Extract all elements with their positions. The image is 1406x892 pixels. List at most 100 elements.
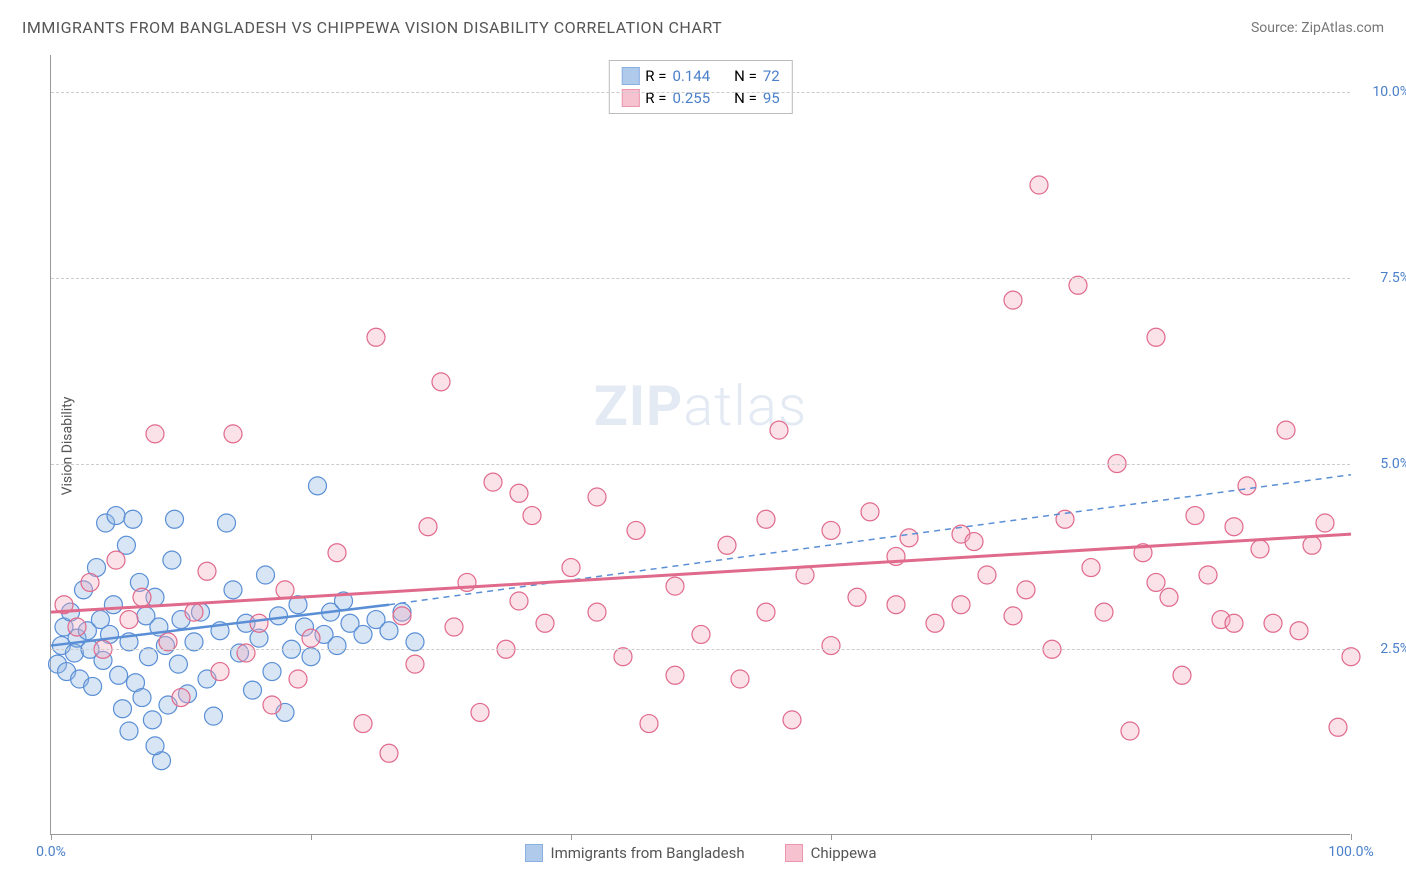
scatter-point	[328, 637, 346, 655]
scatter-point	[107, 551, 125, 569]
scatter-point	[406, 655, 424, 673]
scatter-point	[1095, 603, 1113, 621]
x-tick-mark	[571, 834, 572, 840]
scatter-point	[1173, 666, 1191, 684]
scatter-point	[84, 677, 102, 695]
scatter-point	[110, 666, 128, 684]
chart-header: IMMIGRANTS FROM BANGLADESH VS CHIPPEWA V…	[22, 18, 1384, 37]
scatter-point	[224, 425, 242, 443]
x-tick-label: 100.0%	[1328, 844, 1373, 860]
scatter-point	[218, 514, 236, 532]
scatter-point	[68, 618, 86, 636]
scatter-point	[309, 477, 327, 495]
gridline	[51, 464, 1350, 465]
scatter-point	[172, 689, 190, 707]
scatter-point	[289, 670, 307, 688]
scatter-point	[1238, 477, 1256, 495]
legend-label: Immigrants from Bangladesh	[551, 844, 745, 862]
legend-item: Chippewa	[785, 844, 877, 862]
legend-item: Immigrants from Bangladesh	[525, 844, 745, 862]
scatter-point	[224, 581, 242, 599]
scatter-point	[445, 618, 463, 636]
scatter-point	[114, 700, 132, 718]
scatter-point	[822, 637, 840, 655]
scatter-point	[887, 596, 905, 614]
scatter-point	[666, 666, 684, 684]
stats-row: R =0.144N =72	[621, 65, 779, 87]
scatter-point	[510, 592, 528, 610]
legend-swatch	[525, 844, 543, 862]
scatter-point	[104, 596, 122, 614]
scatter-point	[1342, 648, 1360, 666]
stats-r-label: R =	[645, 67, 666, 85]
scatter-point	[1186, 507, 1204, 525]
scatter-point	[1329, 718, 1347, 736]
scatter-point	[1225, 614, 1243, 632]
scatter-point	[627, 521, 645, 539]
scatter-point	[198, 562, 216, 580]
scatter-point	[757, 603, 775, 621]
stats-n-label: N =	[734, 67, 757, 85]
scatter-point	[1121, 722, 1139, 740]
scatter-point	[120, 722, 138, 740]
scatter-point	[107, 507, 125, 525]
scatter-point	[510, 484, 528, 502]
scatter-point	[978, 566, 996, 584]
scatter-point	[143, 711, 161, 729]
scatter-point	[1004, 607, 1022, 625]
scatter-point	[354, 625, 372, 643]
scatter-point	[926, 614, 944, 632]
scatter-point	[1290, 622, 1308, 640]
scatter-point	[244, 681, 262, 699]
scatter-point	[406, 633, 424, 651]
scatter-point	[146, 737, 164, 755]
scatter-point	[124, 510, 142, 528]
scatter-point	[237, 644, 255, 662]
chart-plot-area: ZIPatlas R =0.144N =72R =0.255N =95 Immi…	[50, 55, 1350, 835]
x-tick-mark	[311, 834, 312, 840]
scatter-point	[484, 473, 502, 491]
legend-swatch	[785, 844, 803, 862]
x-tick-mark	[1091, 834, 1092, 840]
scatter-point	[1303, 536, 1321, 554]
scatter-point	[965, 533, 983, 551]
chart-title: IMMIGRANTS FROM BANGLADESH VS CHIPPEWA V…	[22, 18, 722, 37]
chart-source: Source: ZipAtlas.com	[1251, 20, 1384, 36]
scatter-point	[861, 503, 879, 521]
scatter-point	[1147, 573, 1165, 591]
scatter-point	[419, 518, 437, 536]
scatter-point	[302, 629, 320, 647]
scatter-point	[1004, 291, 1022, 309]
y-tick-label: 2.5%	[1380, 641, 1406, 657]
scatter-point	[393, 607, 411, 625]
scatter-point	[900, 529, 918, 547]
scatter-point	[159, 633, 177, 651]
scatter-point	[1147, 328, 1165, 346]
scatter-point	[640, 715, 658, 733]
scatter-point	[822, 521, 840, 539]
scatter-point	[276, 581, 294, 599]
scatter-point	[1017, 581, 1035, 599]
scatter-point	[1277, 421, 1295, 439]
scatter-point	[666, 577, 684, 595]
bottom-legend: Immigrants from Bangladesh Chippewa	[525, 844, 877, 862]
scatter-point	[270, 607, 288, 625]
scatter-point	[718, 536, 736, 554]
gridline	[51, 278, 1350, 279]
scatter-point	[205, 707, 223, 725]
scatter-point	[757, 510, 775, 528]
scatter-point	[952, 596, 970, 614]
scatter-point	[185, 603, 203, 621]
scatter-point	[1225, 518, 1243, 536]
scatter-point	[1316, 514, 1334, 532]
y-tick-label: 7.5%	[1380, 270, 1406, 286]
gridline	[51, 649, 1350, 650]
y-tick-label: 5.0%	[1380, 456, 1406, 472]
scatter-point	[614, 648, 632, 666]
scatter-point	[380, 744, 398, 762]
scatter-point	[1160, 588, 1178, 606]
scatter-point	[1030, 176, 1048, 194]
stats-r-value: 0.144	[672, 67, 710, 85]
y-tick-label: 10.0%	[1372, 84, 1406, 100]
scatter-point	[1251, 540, 1269, 558]
